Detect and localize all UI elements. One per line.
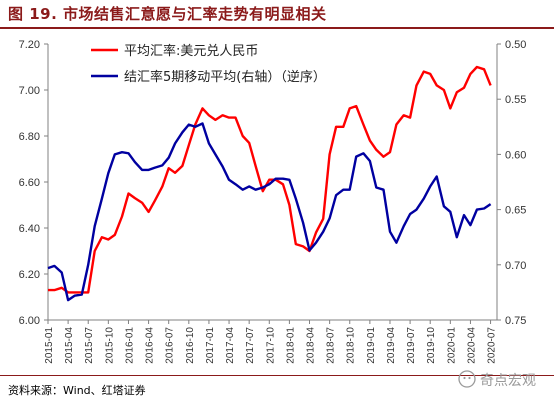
series-line-exchange-rate xyxy=(48,65,492,294)
chart-lines xyxy=(47,65,492,302)
x-tick-label: 2016-07 xyxy=(165,327,176,364)
x-tick-label: 2017-01 xyxy=(205,327,216,364)
title-divider xyxy=(0,27,554,29)
watermark-text: 奇点宏观 xyxy=(480,373,536,389)
x-tick-label: 2016-01 xyxy=(124,327,135,364)
source-note: 资料来源：Wind、红塔证券 xyxy=(8,384,146,397)
x-tick-label: 2017-04 xyxy=(225,327,236,364)
x-tick-label: 2018-07 xyxy=(326,327,337,364)
x-tick-label: 2019-04 xyxy=(386,327,397,364)
figure-title: 图 19. 市场结售汇意愿与汇率走势有明显相关 xyxy=(8,5,327,23)
y-right-tick-label: 0.55 xyxy=(505,94,526,106)
line-chart: 6.00 6.20 6.40 6.60 6.80 7.00 7.20 0.50 0.55 0.60… xyxy=(19,39,527,364)
y-right-tick-label: 0.70 xyxy=(505,260,526,272)
footer-divider xyxy=(0,375,554,376)
y-left-tick-label: 6.60 xyxy=(19,177,40,189)
legend-label: 结汇率5期移动平均(右轴）（逆序） xyxy=(124,69,326,85)
title-bar: 图 19. 市场结售汇意愿与汇率走势有明显相关 xyxy=(0,0,554,26)
y-left-tick-label: 6.80 xyxy=(19,131,40,143)
x-tick-label: 2015-01 xyxy=(44,327,55,364)
y-right-tick-label: 0.65 xyxy=(505,205,526,217)
x-tick-label: 2015-07 xyxy=(84,327,95,364)
x-tick-label: 2016-04 xyxy=(145,327,156,364)
x-tick-label: 2020-04 xyxy=(466,327,477,364)
y-left-tick-label: 7.00 xyxy=(19,85,40,97)
x-tick-label: 2018-04 xyxy=(306,327,317,364)
x-tick-label: 2019-07 xyxy=(406,327,417,364)
legend-label: 平均汇率:美元兑人民币 xyxy=(124,43,258,59)
x-tick-label: 2019-10 xyxy=(426,327,437,364)
y-left-tick-label: 6.40 xyxy=(19,223,40,235)
x-tick-label: 2019-01 xyxy=(366,327,377,364)
x-tick-label: 2017-07 xyxy=(245,327,256,364)
x-tick-label: 2018-10 xyxy=(346,327,357,364)
y-left-tick-label: 6.20 xyxy=(19,269,40,281)
wechat-icon xyxy=(458,370,476,388)
y-right-tick-label: 0.50 xyxy=(505,39,526,51)
x-tick-label: 2015-04 xyxy=(64,327,75,364)
x-tick-label: 2016-10 xyxy=(185,327,196,364)
x-tick-label: 2017-10 xyxy=(265,327,276,364)
y-right-tick-label: 0.60 xyxy=(505,149,526,161)
y-left-tick-label: 7.20 xyxy=(19,39,40,51)
x-tick-label: 2015-10 xyxy=(104,327,115,364)
watermark: 奇点宏观 xyxy=(458,367,550,391)
x-tick-label: 2020-07 xyxy=(487,327,498,364)
y-left-tick-label: 6.00 xyxy=(19,315,40,327)
x-tick-label: 2018-01 xyxy=(285,327,296,364)
y-right-tick-label: 0.75 xyxy=(505,315,526,327)
chart-axes: 6.00 6.20 6.40 6.60 6.80 7.00 7.20 0.50 0.55 0.60… xyxy=(19,39,527,364)
series-line-settlement-ratio xyxy=(47,122,492,302)
x-tick-label: 2020-01 xyxy=(446,327,457,364)
